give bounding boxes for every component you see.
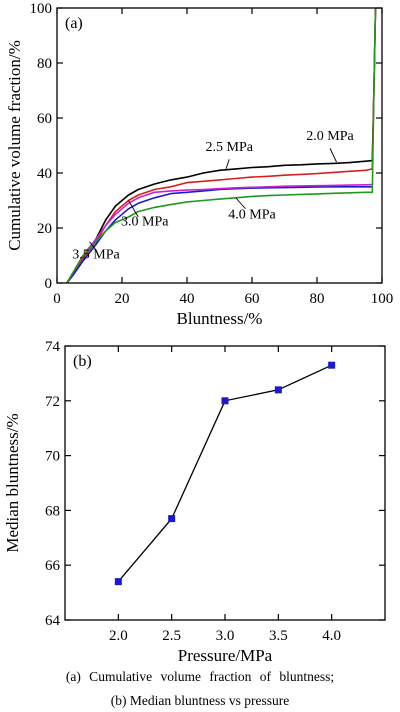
series-annotation: 3.5 MPa [72,247,120,262]
series-annotation: 4.0 MPa [228,207,276,222]
x-tick-label: 3.5 [269,628,288,644]
y-tick-label: 40 [37,166,52,182]
x-axis-title: Bluntness/% [177,309,263,328]
y-tick-label: 64 [45,613,61,629]
series-annotation: 2.0 MPa [306,129,354,144]
annotation-leader [225,159,230,170]
y-tick-label: 60 [37,111,52,127]
x-tick-label: 80 [310,291,325,307]
x-tick-label: 40 [180,291,195,307]
caption-a: (a) Cumulative volume fraction of bluntn… [65,669,335,684]
y-tick-label: 74 [45,339,61,355]
y-tick-label: 100 [30,1,53,17]
y-tick-label: 72 [45,394,60,410]
y-tick-label: 66 [45,558,61,574]
x-tick-label: 2.0 [109,628,128,644]
y-tick-label: 68 [45,503,60,519]
data-point [168,515,176,523]
x-tick-label: 60 [245,291,260,307]
chart-a-cumulative-volume-fraction: 2.0 MPa 2.5 MPa 3.0 MPa 4.0 MPa 3.5 MPa 0 20 40… [5,1,393,328]
series-annotation: 2.5 MPa [206,140,254,155]
x-tick-label: 20 [115,291,130,307]
annotation-leader [329,148,337,163]
series-line-35mpa [66,183,373,284]
y-tick-label: 80 [37,56,52,72]
caption-b: (b) Median bluntness vs pressure [110,693,290,708]
x-tick-label: 100 [371,291,394,307]
y-axis-title: Cumulative volume fraction/% [5,40,24,251]
plot-frame [64,345,386,621]
series-annotation: 3.0 MPa [121,214,169,229]
panel-label: (b) [73,353,92,370]
x-tick-label: 2.5 [162,628,181,644]
y-axis-title: Median bluntness/% [3,413,22,552]
annotation-leader [89,241,97,251]
series-line-40mpa [66,7,377,284]
series-line-20mpa [66,7,377,284]
annotation-leader [235,197,246,210]
panel-label: (a) [65,15,83,32]
y-tick-label: 70 [45,449,60,465]
x-tick-label: 3.0 [216,628,235,644]
y-tick-label: 20 [37,221,52,237]
series-line-30mpa [66,186,373,284]
data-point [328,361,336,369]
x-tick-label: 4.0 [322,628,341,644]
y-tick-label: 0 [45,276,53,292]
plot-frame [56,7,383,284]
x-tick-label: 0 [53,291,61,307]
chart-b-median-bluntness: 2.0 2.5 3.0 3.5 4.0 64 66 68 70 72 74 Pressure/MPa M… [3,339,386,665]
data-point [114,578,122,586]
x-axis-title: Pressure/MPa [178,646,273,665]
data-point [221,397,229,405]
annotation-leader [128,200,139,218]
data-point [274,386,282,394]
